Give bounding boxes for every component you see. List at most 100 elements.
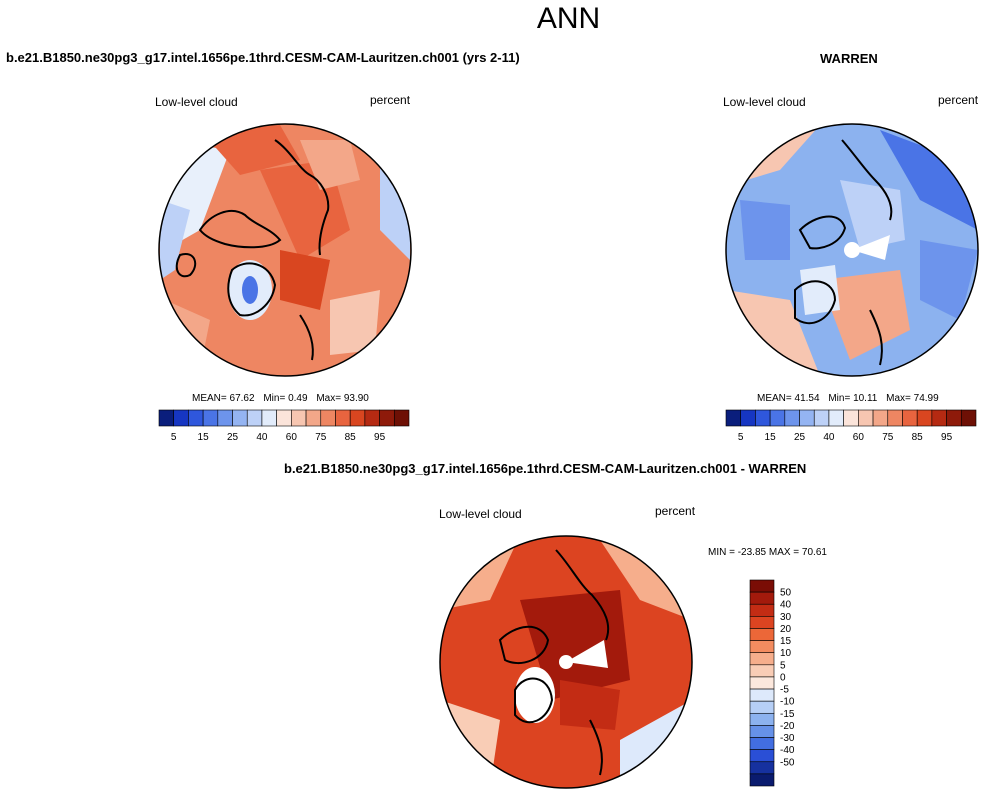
obs-units-label: percent: [938, 93, 979, 107]
colorbar-tick-label: 5: [780, 660, 786, 671]
colorbar-box: [960, 409, 977, 427]
diff-map-coastline: [589, 719, 603, 776]
diff-map-greenland: [515, 667, 555, 723]
model-colorbar: 5 15 25 40 60 75 85 95: [158, 409, 410, 443]
colorbar-box: [749, 700, 775, 714]
diff-units-label: percent: [655, 504, 696, 518]
colorbar-box: [749, 628, 775, 641]
colorbar-tick-label: -30: [780, 733, 795, 744]
obs-min-label: Min=: [828, 393, 851, 404]
model-map-coastline: [198, 210, 282, 249]
colorbar-box: [916, 409, 933, 427]
colorbar-box: [887, 409, 903, 427]
model-stats: MEAN= 67.62 Min= 0.49 Max= 93.90: [192, 393, 369, 404]
colorbar-box: [931, 409, 947, 427]
obs-map-coastline: [794, 280, 837, 325]
colorbar-box: [749, 652, 775, 666]
colorbar-box: [843, 409, 859, 427]
obs-min-value: 10.11: [853, 393, 878, 404]
colorbar-tick-label: 25: [794, 432, 806, 443]
model-mean-value: 67.62: [229, 393, 255, 404]
obs-mean-label: MEAN=: [757, 393, 792, 404]
colorbar-tick-label: 85: [912, 432, 924, 443]
colorbar-box: [379, 409, 395, 427]
colorbar-box: [749, 725, 775, 738]
colorbar-box: [202, 409, 219, 427]
model-units-label: percent: [370, 93, 411, 107]
colorbar-box: [749, 640, 775, 654]
obs-map-border: [725, 123, 979, 377]
colorbar-box: [813, 409, 830, 427]
colorbar-box: [749, 591, 775, 605]
model-panel-title: b.e21.B1850.ne30pg3_g17.intel.1656pe.1th…: [6, 50, 520, 65]
colorbar-box: [364, 409, 380, 427]
diff-map-patch: [560, 680, 620, 730]
colorbar-tick-label: 40: [256, 432, 268, 443]
colorbar-tick-label: 85: [345, 432, 357, 443]
colorbar-tick-label: 40: [823, 432, 835, 443]
colorbar-box: [749, 688, 775, 702]
colorbar-box: [393, 409, 410, 427]
obs-map-patch: [740, 200, 790, 260]
colorbar-tick-label: 95: [374, 432, 386, 443]
model-map-patch: [330, 290, 380, 355]
obs-max-value: 74.99: [913, 393, 939, 404]
obs-map-patch: [920, 240, 978, 320]
colorbar-box: [320, 409, 336, 427]
colorbar-box: [858, 409, 874, 427]
colorbar-tick-label: 15: [780, 636, 792, 647]
colorbar-box: [749, 749, 775, 763]
colorbar-tick-label: 60: [853, 432, 865, 443]
colorbar-box: [749, 773, 775, 787]
colorbar-box: [217, 409, 233, 427]
colorbar-box: [173, 409, 189, 427]
colorbar-box: [749, 603, 775, 617]
colorbar-tick-label: 5: [738, 432, 744, 443]
colorbar-box: [749, 761, 775, 775]
colorbar-tick-label: 10: [780, 648, 792, 659]
obs-map-missing-wedge: [852, 235, 890, 260]
obs-map-patch: [800, 265, 840, 315]
colorbar-tick-label: 75: [882, 432, 894, 443]
colorbar-box: [749, 737, 775, 750]
colorbar-box: [749, 712, 775, 726]
obs-map-patch: [820, 270, 910, 360]
colorbar-box: [349, 409, 366, 427]
colorbar-box: [828, 409, 844, 427]
model-map-coastline: [274, 139, 330, 256]
model-map: [159, 124, 411, 376]
model-mean-label: MEAN=: [192, 393, 227, 404]
diff-panel-title: b.e21.B1850.ne30pg3_g17.intel.1656pe.1th…: [284, 461, 807, 476]
colorbar-tick-label: -40: [780, 745, 795, 756]
obs-colorbar: 5 15 25 40 60 75 85 95: [725, 409, 977, 443]
model-variable-label: Low-level cloud: [155, 95, 238, 109]
colorbar-tick-label: 50: [780, 588, 792, 599]
colorbar-tick-label: 25: [227, 432, 239, 443]
diff-map-border: [439, 535, 693, 789]
model-map-coastline: [227, 262, 277, 317]
colorbar-box: [261, 409, 277, 427]
colorbar-box: [749, 676, 775, 690]
diff-map-patch: [520, 590, 630, 700]
diff-variable-label: Low-level cloud: [439, 507, 522, 521]
model-map-coastline: [175, 253, 197, 278]
obs-map-coastline: [798, 215, 847, 250]
colorbar-box: [725, 409, 742, 427]
colorbar-box: [749, 664, 775, 678]
colorbar-box: [749, 616, 775, 629]
page-title: ANN: [536, 2, 601, 35]
obs-mean-value: 41.54: [794, 393, 820, 404]
colorbar-tick-label: 15: [765, 432, 777, 443]
diff-map-coastline: [498, 625, 550, 665]
obs-map-coastline: [869, 309, 883, 366]
obs-map-coastline: [841, 139, 893, 221]
colorbar-box: [335, 409, 351, 427]
colorbar-tick-label: 15: [198, 432, 210, 443]
diff-minmax-text: MIN = -23.85 MAX = 70.61: [708, 547, 827, 558]
colorbar-box: [902, 409, 918, 427]
diff-map-missing-wedge: [566, 640, 608, 668]
model-map-coastline: [299, 314, 314, 361]
colorbar-tick-label: 75: [315, 432, 327, 443]
